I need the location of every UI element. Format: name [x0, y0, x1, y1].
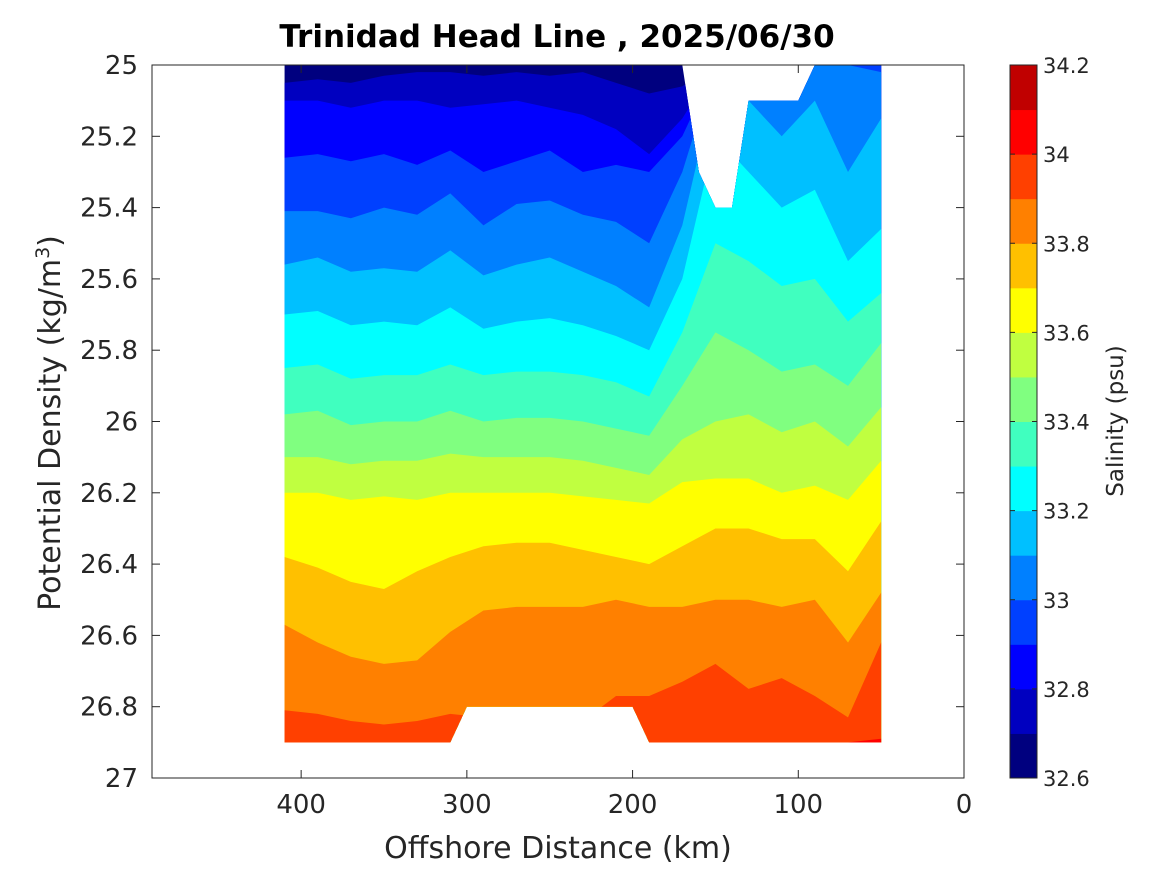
- x-tick-label: 200: [608, 790, 658, 820]
- colorbar-swatch: [1010, 733, 1037, 779]
- plot-area: 400 300 200 100 0 25 25.2 25.4 25.6 25.8 26 26.2 26…: [80, 51, 972, 820]
- colorbar-swatch: [1010, 109, 1037, 155]
- colorbar-tick-label: 34.2: [1043, 54, 1090, 78]
- colorbar-tick-label: 33: [1043, 589, 1070, 613]
- colorbar-swatch: [1010, 154, 1037, 200]
- y-tick-label: 26.2: [80, 479, 138, 509]
- colorbar-tick-label: 33.2: [1043, 500, 1090, 524]
- x-tick-label: 300: [442, 790, 492, 820]
- y-axis-ticks: 25 25.2 25.4 25.6 25.8 26 26.2 26.4 26.6 26.8 27: [80, 51, 964, 794]
- colorbar-tick-label: 32.6: [1043, 767, 1090, 791]
- x-tick-label: 100: [773, 790, 823, 820]
- colorbar-tick-label: 34: [1043, 143, 1070, 167]
- colorbar-swatch: [1010, 287, 1037, 333]
- colorbar-tick-label: 33.4: [1043, 411, 1090, 435]
- x-tick-label: 0: [956, 790, 973, 820]
- y-axis-label-close: ): [33, 235, 68, 247]
- y-tick-label: 25.6: [80, 265, 138, 295]
- colorbar: 34.2 34 33.8 33.6 33.4 33.2 33 32.8 32.6: [1009, 54, 1090, 791]
- colorbar-swatch: [1010, 332, 1037, 378]
- y-tick-label: 26.8: [80, 693, 138, 723]
- colorbar-swatches: [1010, 65, 1037, 779]
- colorbar-swatch: [1010, 555, 1037, 601]
- colorbar-swatch: [1010, 510, 1037, 556]
- colorbar-swatch: [1010, 243, 1037, 289]
- x-axis-label: Offshore Distance (km): [384, 831, 732, 866]
- colorbar-swatch: [1010, 198, 1037, 244]
- colorbar-swatch: [1010, 599, 1037, 645]
- colorbar-tick-label: 33.8: [1043, 232, 1090, 256]
- y-axis-label-superscript: 3: [32, 247, 54, 259]
- y-axis-label: Potential Density (kg/m3): [32, 235, 68, 611]
- chart-title: Trinidad Head Line , 2025/06/30: [279, 19, 834, 55]
- y-tick-label: 25.8: [80, 336, 138, 366]
- colorbar-swatch: [1010, 466, 1037, 512]
- y-tick-label: 25.4: [80, 194, 138, 224]
- colorbar-swatch: [1010, 421, 1037, 467]
- colorbar-tick-label: 33.6: [1043, 321, 1090, 345]
- y-tick-label: 26.4: [80, 550, 138, 580]
- colorbar-swatch: [1010, 688, 1037, 734]
- colorbar-tick-label: 32.8: [1043, 678, 1090, 702]
- y-tick-label: 26.6: [80, 621, 138, 651]
- colorbar-swatch: [1010, 376, 1037, 422]
- colorbar-ticks: 34.2 34 33.8 33.6 33.4 33.2 33 32.8 32.6: [1010, 54, 1090, 791]
- x-axis-ticks: 400 300 200 100 0: [276, 65, 972, 820]
- colorbar-swatch: [1010, 644, 1037, 690]
- contour-bands: [284, 65, 882, 743]
- y-tick-label: 25: [105, 51, 138, 81]
- y-tick-label: 26: [105, 408, 138, 438]
- colorbar-label: Salinity (psu): [1103, 345, 1129, 497]
- colorbar-swatch: [1010, 65, 1037, 111]
- y-tick-label: 25.2: [80, 122, 138, 152]
- x-tick-label: 400: [276, 790, 326, 820]
- y-tick-label: 27: [105, 764, 138, 794]
- y-axis-label-main: Potential Density (kg/m: [33, 259, 68, 611]
